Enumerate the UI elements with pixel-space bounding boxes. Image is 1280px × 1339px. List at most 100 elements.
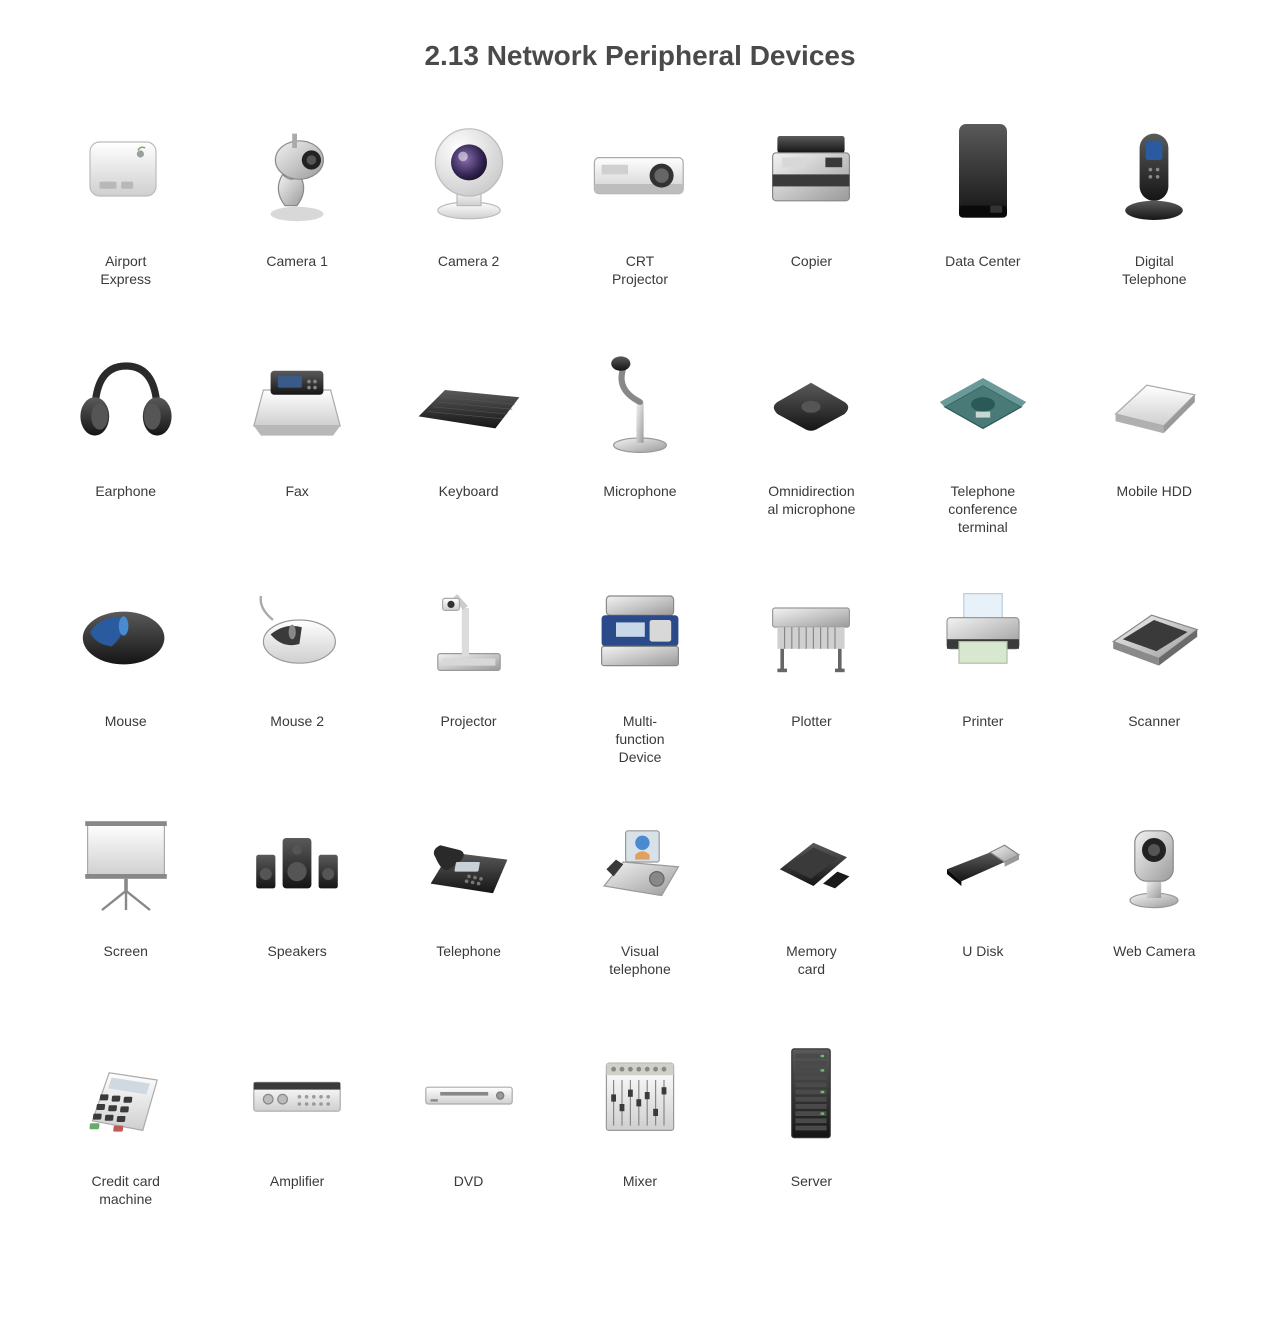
device-mobile-hdd: Mobile HDD xyxy=(1069,342,1240,562)
dvd-icon xyxy=(409,1032,529,1152)
copier-label: Copier xyxy=(791,252,832,270)
memory-card-icon xyxy=(751,802,871,922)
microphone-label: Microphone xyxy=(603,482,676,500)
camera-2-icon xyxy=(409,112,529,232)
mixer-icon xyxy=(580,1032,700,1152)
device-telephone: Telephone xyxy=(383,802,554,1022)
screen-label: Screen xyxy=(104,942,148,960)
device-u-disk: U Disk xyxy=(897,802,1068,1022)
mobile-hdd-label: Mobile HDD xyxy=(1117,482,1192,500)
keyboard-label: Keyboard xyxy=(439,482,499,500)
device-scanner: Scanner xyxy=(1069,572,1240,792)
telephone-label: Telephone xyxy=(436,942,501,960)
printer-icon xyxy=(923,572,1043,692)
u-disk-icon xyxy=(923,802,1043,922)
device-digital-telephone: Digital Telephone xyxy=(1069,112,1240,332)
server-label: Server xyxy=(791,1172,832,1190)
plotter-icon xyxy=(751,572,871,692)
visual-telephone-label: Visual telephone xyxy=(609,942,671,978)
airport-express-icon xyxy=(66,112,186,232)
conf-terminal-icon xyxy=(923,342,1043,462)
device-projector: Projector xyxy=(383,572,554,792)
device-visual-telephone: Visual telephone xyxy=(554,802,725,1022)
device-dvd: DVD xyxy=(383,1032,554,1252)
web-camera-icon xyxy=(1094,802,1214,922)
mfd-icon xyxy=(580,572,700,692)
device-camera-1: Camera 1 xyxy=(211,112,382,332)
credit-card-machine-icon xyxy=(66,1032,186,1152)
server-icon xyxy=(751,1032,871,1152)
mfd-label: Multi- function Device xyxy=(615,712,664,767)
earphone-label: Earphone xyxy=(95,482,156,500)
device-microphone: Microphone xyxy=(554,342,725,562)
device-server: Server xyxy=(726,1032,897,1252)
keyboard-icon xyxy=(409,342,529,462)
device-printer: Printer xyxy=(897,572,1068,792)
device-conf-terminal: Telephone conference terminal xyxy=(897,342,1068,562)
data-center-icon xyxy=(923,112,1043,232)
digital-telephone-icon xyxy=(1094,112,1214,232)
device-mouse-2: Mouse 2 xyxy=(211,572,382,792)
device-data-center: Data Center xyxy=(897,112,1068,332)
device-omni-mic: Omnidirection al microphone xyxy=(726,342,897,562)
airport-express-label: Airport Express xyxy=(100,252,151,288)
omni-mic-label: Omnidirection al microphone xyxy=(767,482,855,518)
device-keyboard: Keyboard xyxy=(383,342,554,562)
earphone-icon xyxy=(66,342,186,462)
digital-telephone-label: Digital Telephone xyxy=(1122,252,1187,288)
device-plotter: Plotter xyxy=(726,572,897,792)
omni-mic-icon xyxy=(751,342,871,462)
device-mfd: Multi- function Device xyxy=(554,572,725,792)
projector-label: Projector xyxy=(441,712,497,730)
crt-projector-icon xyxy=(580,112,700,232)
device-copier: Copier xyxy=(726,112,897,332)
page-title: 2.13 Network Peripheral Devices xyxy=(0,0,1280,102)
device-amplifier: Amplifier xyxy=(211,1032,382,1252)
web-camera-label: Web Camera xyxy=(1113,942,1195,960)
amplifier-label: Amplifier xyxy=(270,1172,324,1190)
telephone-icon xyxy=(409,802,529,922)
dvd-label: DVD xyxy=(454,1172,484,1190)
device-speakers: Speakers xyxy=(211,802,382,1022)
device-mouse: Mouse xyxy=(40,572,211,792)
projector-icon xyxy=(409,572,529,692)
screen-icon xyxy=(66,802,186,922)
crt-projector-label: CRT Projector xyxy=(612,252,668,288)
camera-1-icon xyxy=(237,112,357,232)
speakers-icon xyxy=(237,802,357,922)
credit-card-machine-label: Credit card machine xyxy=(91,1172,159,1208)
visual-telephone-icon xyxy=(580,802,700,922)
mouse-2-icon xyxy=(237,572,357,692)
device-screen: Screen xyxy=(40,802,211,1022)
mouse-icon xyxy=(66,572,186,692)
mixer-label: Mixer xyxy=(623,1172,657,1190)
speakers-label: Speakers xyxy=(268,942,327,960)
device-camera-2: Camera 2 xyxy=(383,112,554,332)
scanner-label: Scanner xyxy=(1128,712,1180,730)
device-fax: Fax xyxy=(211,342,382,562)
u-disk-label: U Disk xyxy=(962,942,1003,960)
device-memory-card: Memory card xyxy=(726,802,897,1022)
printer-label: Printer xyxy=(962,712,1003,730)
conf-terminal-label: Telephone conference terminal xyxy=(948,482,1017,537)
microphone-icon xyxy=(580,342,700,462)
camera-1-label: Camera 1 xyxy=(266,252,327,270)
memory-card-label: Memory card xyxy=(786,942,837,978)
scanner-icon xyxy=(1094,572,1214,692)
device-mixer: Mixer xyxy=(554,1032,725,1252)
amplifier-icon xyxy=(237,1032,357,1152)
mouse-2-label: Mouse 2 xyxy=(270,712,324,730)
device-airport-express: Airport Express xyxy=(40,112,211,332)
mobile-hdd-icon xyxy=(1094,342,1214,462)
plotter-label: Plotter xyxy=(791,712,831,730)
device-web-camera: Web Camera xyxy=(1069,802,1240,1022)
mouse-label: Mouse xyxy=(105,712,147,730)
device-crt-projector: CRT Projector xyxy=(554,112,725,332)
device-grid: Airport Express Camera 1 Camera 2 CRT Pr… xyxy=(0,102,1280,1272)
fax-icon xyxy=(237,342,357,462)
data-center-label: Data Center xyxy=(945,252,1020,270)
fax-label: Fax xyxy=(285,482,308,500)
copier-icon xyxy=(751,112,871,232)
device-credit-card-machine: Credit card machine xyxy=(40,1032,211,1252)
camera-2-label: Camera 2 xyxy=(438,252,499,270)
